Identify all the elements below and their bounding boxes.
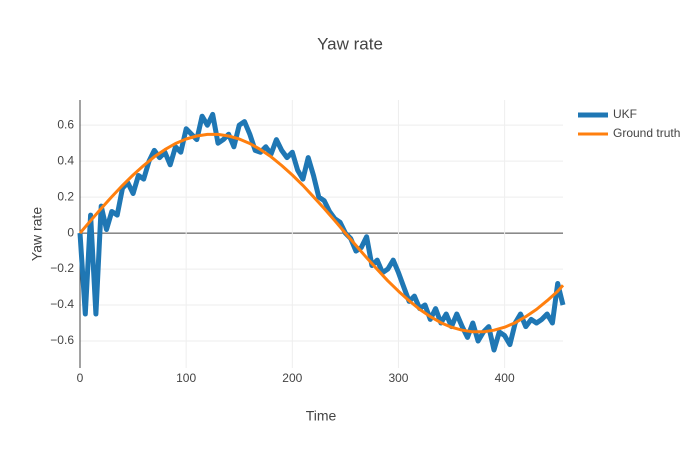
y-tick-label: 0 [67, 225, 74, 239]
data-line [78, 132, 565, 334]
chart-title: Yaw rate [317, 34, 383, 53]
y-tick-label: 0.2 [57, 189, 74, 203]
data-line [77, 111, 566, 353]
y-tick-label: −0.6 [50, 333, 74, 347]
y-axis-title: Yaw rate [29, 207, 45, 261]
x-tick-label: 0 [77, 371, 84, 385]
x-tick-label: 200 [282, 371, 302, 385]
y-tick-label: 0.6 [57, 117, 74, 131]
x-tick-label: 300 [388, 371, 408, 385]
y-tick-label: −0.2 [50, 261, 74, 275]
x-tick-label: 100 [176, 371, 196, 385]
x-tick-label: 400 [495, 371, 515, 385]
y-tick-label: 0.4 [57, 153, 74, 167]
x-axis-title: Time [306, 408, 337, 424]
legend-label: UKF [613, 107, 637, 121]
y-tick-label: −0.4 [50, 297, 74, 311]
legend-label: Ground truth [613, 126, 680, 140]
